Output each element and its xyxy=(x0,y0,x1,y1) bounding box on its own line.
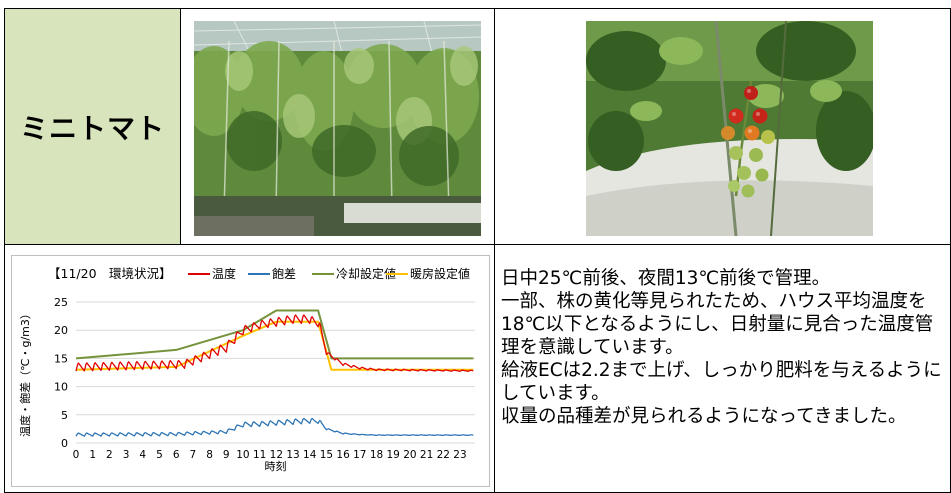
x-axis-label: 時刻 xyxy=(265,459,287,473)
x-tick-label: 11 xyxy=(253,449,266,461)
x-tick-label: 18 xyxy=(370,449,383,461)
legend-label: 冷却設定値 xyxy=(336,266,396,281)
y-tick-label: 5 xyxy=(61,409,68,422)
y-tick-label: 0 xyxy=(61,437,68,450)
x-tick-label: 15 xyxy=(320,449,333,461)
x-tick-label: 12 xyxy=(270,449,283,461)
note-line: 一部、株の黄化等見られたため、ハウス平均温度を18℃以下となるようにし、日射量に… xyxy=(501,291,934,358)
crop-label: ミニトマト xyxy=(19,111,165,145)
y-tick-label: 10 xyxy=(54,381,68,394)
environment-chart-cell: 0 5 10 15 20 25 0 1 2 3 4 5 6 7 8 9 10 11 12 13 14 15 16 17 18 19… xyxy=(4,244,495,493)
y-tick-label: 15 xyxy=(54,352,68,365)
y-tick-label: 20 xyxy=(54,324,68,337)
x-tick-label: 8 xyxy=(206,449,213,461)
crop-label-cell: ミニトマト xyxy=(4,8,181,245)
management-notes: 日中25℃前後、夜間13℃前後で管理。 一部、株の黄化等見られたため、ハウス平均… xyxy=(501,267,947,428)
x-tick-label: 1 xyxy=(89,449,96,461)
x-tick-label: 22 xyxy=(437,449,450,461)
x-tick-label: 2 xyxy=(106,449,113,461)
note-line: 給液ECは2.2まで上げ、しっかり肥料を与えるようにしています。 xyxy=(501,360,942,404)
legend-label: 暖房設定値 xyxy=(410,266,470,281)
x-tick-label: 13 xyxy=(286,449,299,461)
x-tick-label: 23 xyxy=(453,449,466,461)
x-tick-label: 7 xyxy=(190,449,197,461)
y-tick-label: 25 xyxy=(54,296,68,309)
x-tick-label: 14 xyxy=(303,449,317,461)
environment-chart: 0 5 10 15 20 25 0 1 2 3 4 5 6 7 8 9 10 11 12 13 14 15 16 17 18 19… xyxy=(11,255,490,487)
chart-title: 【11/20 環境状況】 xyxy=(48,266,172,281)
legend-label: 温度 xyxy=(212,266,236,281)
notes-cell: 日中25℃前後、夜間13℃前後で管理。 一部、株の黄化等見られたため、ハウス平均… xyxy=(494,244,951,493)
x-tick-label: 5 xyxy=(156,449,163,461)
series-line-1 xyxy=(75,417,474,437)
tomato-cluster-photo-image xyxy=(586,21,873,236)
note-line: 収量の品種差が見られるようになってきました。 xyxy=(501,406,907,427)
tomato-cluster-photo xyxy=(586,21,873,236)
x-tick-label: 6 xyxy=(173,449,180,461)
x-tick-label: 21 xyxy=(420,449,433,461)
x-tick-label: 0 xyxy=(73,449,80,461)
x-tick-label: 17 xyxy=(353,449,366,461)
photo-cell-greenhouse xyxy=(180,8,495,245)
greenhouse-photo xyxy=(194,21,481,236)
x-tick-label: 9 xyxy=(223,449,230,461)
x-tick-label: 10 xyxy=(236,449,249,461)
y-axis-label: 温度・飽差（℃・g/m3） xyxy=(18,308,32,437)
legend-label: 飽差 xyxy=(272,266,296,281)
x-tick-label: 16 xyxy=(336,449,350,461)
x-tick-label: 19 xyxy=(387,449,400,461)
series-line-2 xyxy=(75,309,474,360)
greenhouse-photo-image xyxy=(194,21,481,236)
note-line: 日中25℃前後、夜間13℃前後で管理。 xyxy=(501,268,831,289)
photo-cell-tomato-cluster xyxy=(494,8,951,245)
x-tick-label: 20 xyxy=(403,449,416,461)
x-tick-label: 4 xyxy=(139,449,146,461)
series-line-0 xyxy=(75,314,474,372)
x-tick-label: 3 xyxy=(123,449,130,461)
